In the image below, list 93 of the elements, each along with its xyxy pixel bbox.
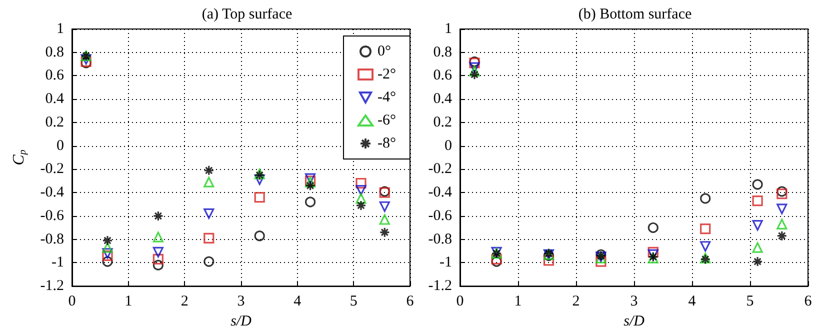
legend-label: -6° [378, 112, 396, 128]
point [776, 230, 788, 242]
x-tick-label: 2 [572, 294, 580, 310]
y-tick-label: 0.2 [45, 114, 64, 130]
x-tick-label: 4 [294, 294, 302, 310]
y-tick-label: 0.6 [433, 68, 452, 84]
point [752, 220, 763, 231]
y-tick-label: -1.2 [40, 278, 64, 294]
point [469, 66, 480, 76]
y-tick-label: -1 [52, 254, 64, 271]
x-tick-label: 3 [237, 294, 245, 310]
point [379, 214, 390, 225]
point [204, 176, 214, 188]
legend-label: 0° [378, 44, 392, 60]
point [700, 224, 711, 234]
point [102, 248, 113, 259]
x-tick-label: 6 [804, 294, 812, 310]
point [304, 180, 316, 191]
x-axis-title: s/D [624, 314, 645, 330]
y-tick-label: 0.4 [433, 91, 452, 108]
point [254, 192, 265, 203]
point [648, 222, 658, 233]
point [152, 260, 164, 270]
point [469, 62, 480, 73]
point [356, 193, 366, 204]
point [700, 241, 711, 252]
point [152, 232, 164, 242]
x-tick-label: 6 [406, 294, 414, 310]
point [752, 195, 763, 206]
x-tick-label: 0 [456, 294, 464, 310]
x-tick-label: 4 [688, 294, 696, 310]
chart-title: (a) Top surface [202, 6, 292, 22]
y-tick-label: 0.8 [45, 44, 64, 60]
x-tick-label: 2 [180, 294, 188, 310]
x-tick-label: 5 [350, 294, 358, 310]
y-tick-label: 0 [56, 138, 64, 154]
x-tick-label: 5 [746, 294, 754, 310]
legend-label: -8° [378, 136, 396, 152]
x-tick-label: 3 [630, 294, 638, 310]
point [776, 204, 788, 214]
y-tick-label: 1 [444, 21, 452, 37]
y-tick-label: 0.2 [433, 114, 452, 130]
point [204, 208, 214, 219]
point [776, 188, 788, 200]
x-tick-label: 1 [124, 294, 132, 310]
y-tick-label: -0.2 [428, 161, 452, 178]
y-axis-title: Cp [10, 150, 28, 166]
point [776, 186, 788, 197]
x-tick-label: 0 [68, 294, 76, 310]
y-tick-label: -0.2 [40, 161, 64, 178]
y-tick-label: -0.8 [428, 231, 452, 248]
point [776, 218, 788, 230]
point [152, 210, 164, 222]
point [700, 193, 711, 204]
point [356, 178, 366, 189]
y-tick-label: -1 [440, 254, 452, 271]
y-tick-label: -0.4 [428, 184, 452, 201]
point [80, 54, 92, 65]
point [102, 242, 113, 253]
y-tick-label: -1.2 [428, 278, 452, 294]
legend-label: -4° [378, 90, 396, 106]
point [102, 235, 113, 246]
point [204, 256, 214, 267]
y-tick-label: -0.6 [40, 208, 64, 224]
point [304, 173, 316, 184]
point [152, 246, 164, 258]
y-tick-label: 0.4 [45, 91, 64, 108]
y-tick-label: 0 [444, 138, 452, 154]
point [596, 256, 606, 267]
x-axis-title: s/D [230, 314, 252, 330]
y-tick-label: -0.4 [40, 184, 64, 201]
point [379, 227, 390, 238]
y-tick-label: 0.6 [45, 68, 64, 84]
point [379, 201, 390, 212]
x-tick-label: 1 [514, 294, 522, 310]
y-tick-label: 0.8 [433, 44, 452, 60]
point [356, 200, 366, 211]
point [204, 165, 214, 176]
point [152, 254, 164, 265]
point [254, 230, 265, 242]
point [752, 256, 763, 267]
point [102, 256, 113, 267]
point [204, 232, 214, 244]
y-tick-label: -0.6 [428, 208, 452, 224]
chart-title: (b) Bottom surface [578, 6, 692, 22]
point [356, 184, 366, 196]
point [305, 196, 316, 208]
point [469, 69, 480, 80]
point [752, 179, 763, 190]
y-tick-label: 1 [56, 21, 64, 37]
legend-label: -2° [378, 66, 396, 82]
point [752, 242, 763, 253]
y-tick-label: -0.8 [40, 231, 64, 248]
